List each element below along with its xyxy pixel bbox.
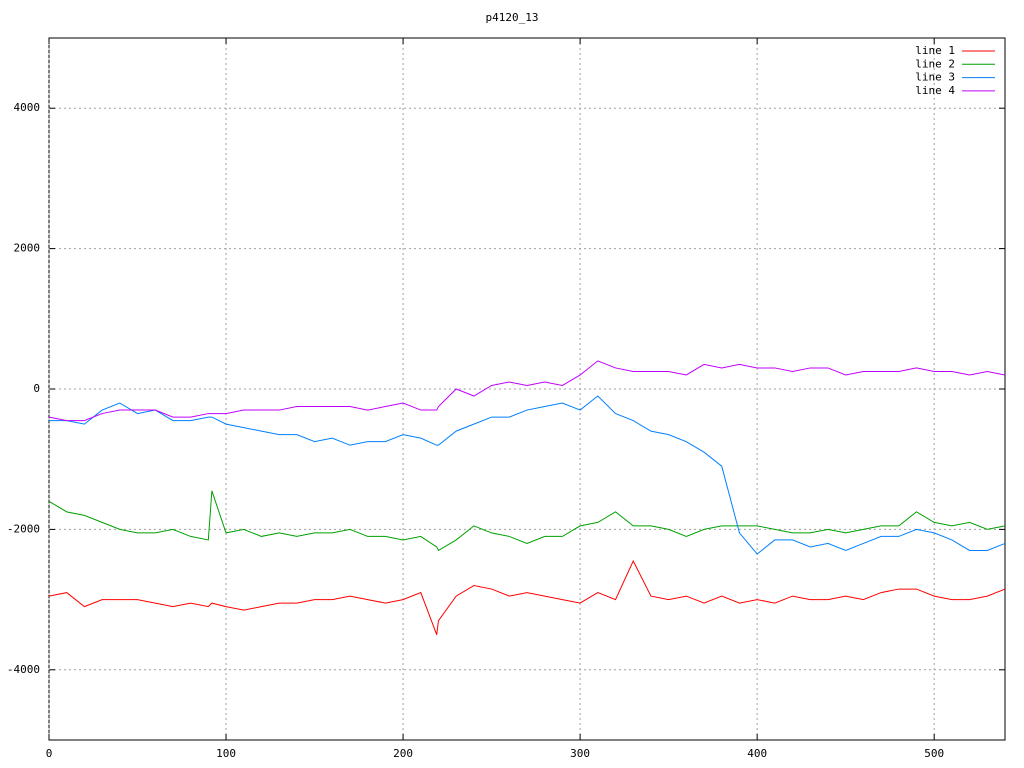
y-tick-label: -2000 xyxy=(7,522,40,535)
legend-label: line 2 xyxy=(915,57,955,70)
x-tick-label: 0 xyxy=(46,747,53,760)
y-tick-label: -4000 xyxy=(7,663,40,676)
x-tick-label: 300 xyxy=(570,747,590,760)
chart-title: p4120_13 xyxy=(486,11,539,24)
data-line xyxy=(48,360,1006,422)
y-tick-label: 2000 xyxy=(14,242,41,255)
data-line xyxy=(48,490,1006,552)
y-tick-label: 4000 xyxy=(14,101,41,114)
data-line xyxy=(48,559,1006,635)
x-tick-label: 400 xyxy=(747,747,767,760)
data-line xyxy=(49,395,1006,555)
x-tick-label: 500 xyxy=(924,747,944,760)
legend-label: line 1 xyxy=(915,44,955,57)
plot-frame xyxy=(48,37,1006,741)
x-tick-label: 200 xyxy=(393,747,413,760)
legend-label: line 4 xyxy=(915,84,955,97)
legend-label: line 3 xyxy=(915,71,955,84)
x-tick-label: 100 xyxy=(216,747,236,760)
y-tick-label: 0 xyxy=(33,382,40,395)
